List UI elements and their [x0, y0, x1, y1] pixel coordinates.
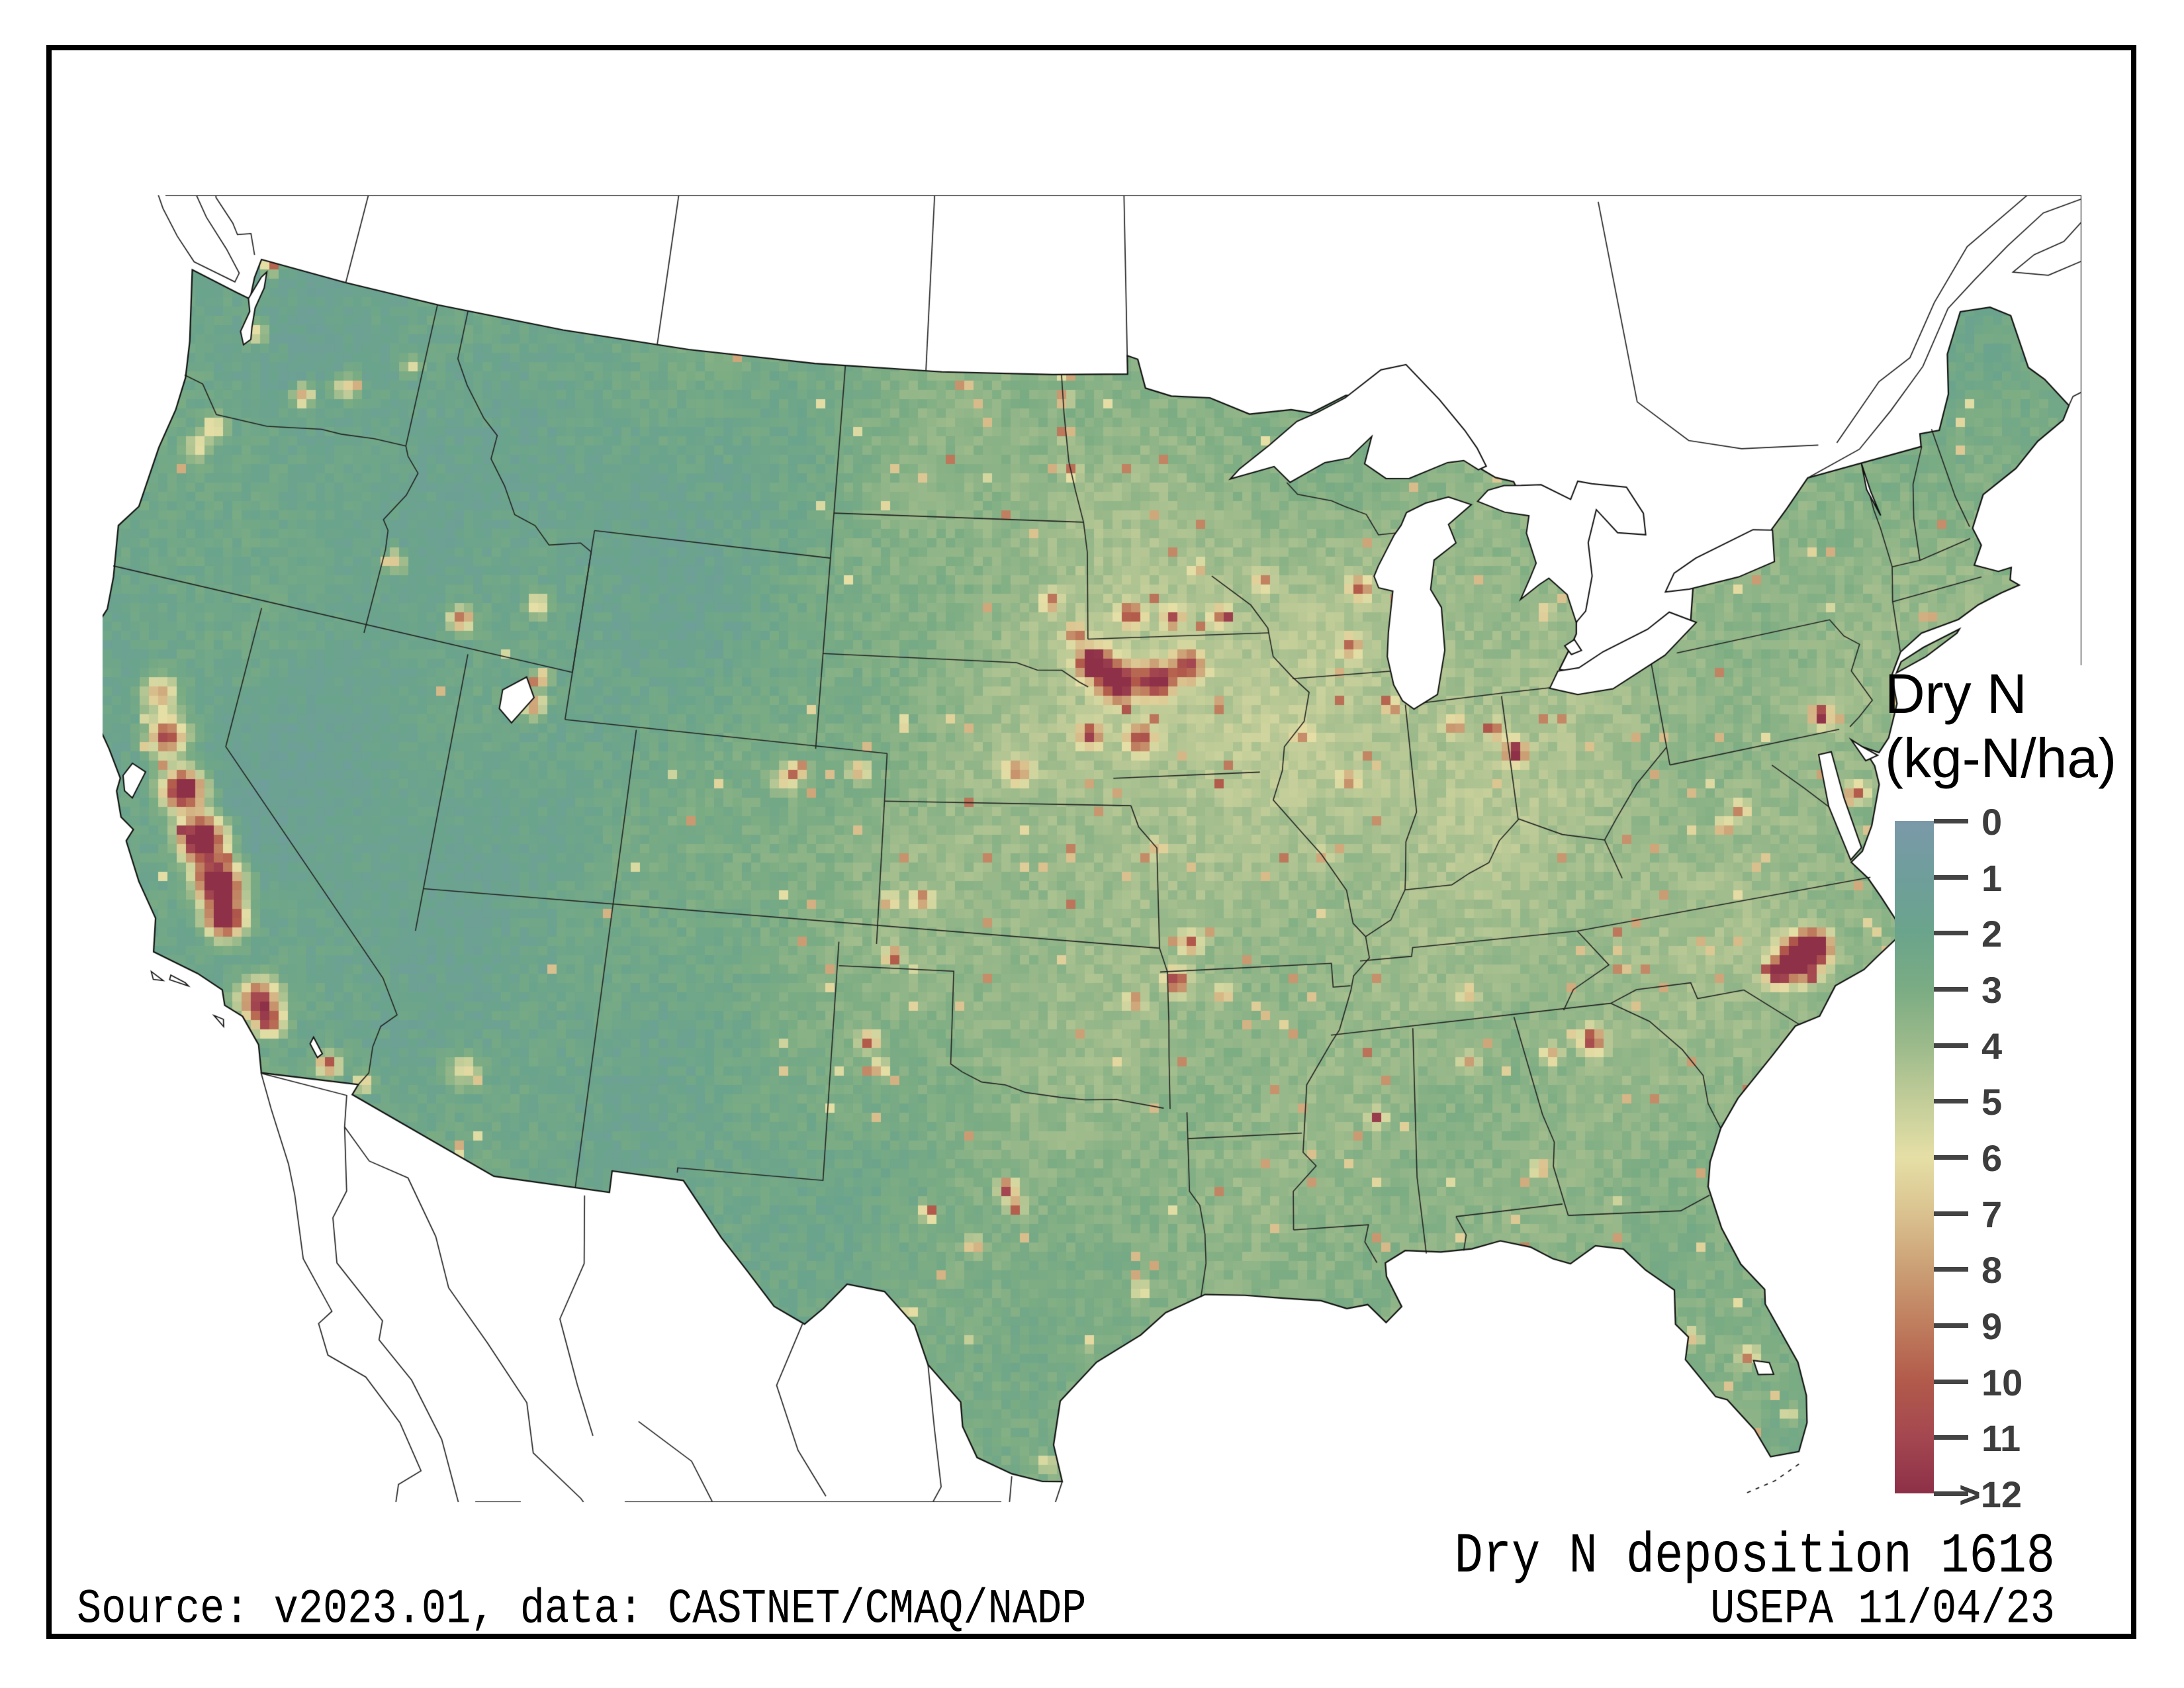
legend-tick-label: >12	[1959, 1474, 2022, 1515]
legend-title-line1: Dry N	[1885, 663, 2027, 725]
legend-tick-label: 3	[1981, 969, 2003, 1011]
legend-title: Dry N (kg-N/ha)	[1885, 662, 2116, 790]
legend-tick-mark	[1934, 874, 1968, 880]
legend-tick-mark	[1934, 1491, 1968, 1496]
legend-colorbar	[1895, 821, 1934, 1493]
legend-tick-mark	[1934, 931, 1968, 936]
legend-tick-label: 5	[1981, 1081, 2003, 1123]
legend-tick-label: 1	[1981, 857, 2003, 899]
legend-tick-mark	[1934, 1267, 1968, 1272]
legend-tick-mark	[1934, 987, 1968, 992]
legend-title-line2: (kg-N/ha)	[1885, 727, 2117, 789]
legend-tick-mark	[1934, 1435, 1968, 1440]
legend-tick-label: 4	[1981, 1025, 2003, 1067]
legend-tick-mark	[1934, 1043, 1968, 1048]
source-note: Source: v2023.01, data: CASTNET/CMAQ/NAD…	[77, 1581, 1087, 1637]
legend-tick-label: 10	[1981, 1361, 2023, 1403]
legend-tick-label: 7	[1981, 1193, 2003, 1235]
legend-tick-mark	[1934, 1211, 1968, 1216]
usepa-credit: USEPA 11/04/23	[1710, 1581, 2055, 1637]
legend-tick-mark	[1934, 1323, 1968, 1328]
outer-frame	[46, 45, 2136, 1639]
legend-tick-label: 8	[1981, 1249, 2003, 1291]
legend-tick-label: 2	[1981, 913, 2003, 955]
legend-tick-mark	[1934, 1099, 1968, 1104]
legend-tick-mark	[1934, 1379, 1968, 1384]
legend-tick-mark	[1934, 819, 1968, 823]
legend-tick-mark	[1934, 1155, 1968, 1160]
map-title: Dry N deposition 1618	[1454, 1524, 2055, 1589]
legend-tick-label: 0	[1981, 801, 2003, 843]
legend-tick-label: 9	[1981, 1305, 2003, 1347]
legend-tick-label: 6	[1981, 1137, 2003, 1179]
legend-tick-label: 11	[1981, 1417, 2021, 1460]
